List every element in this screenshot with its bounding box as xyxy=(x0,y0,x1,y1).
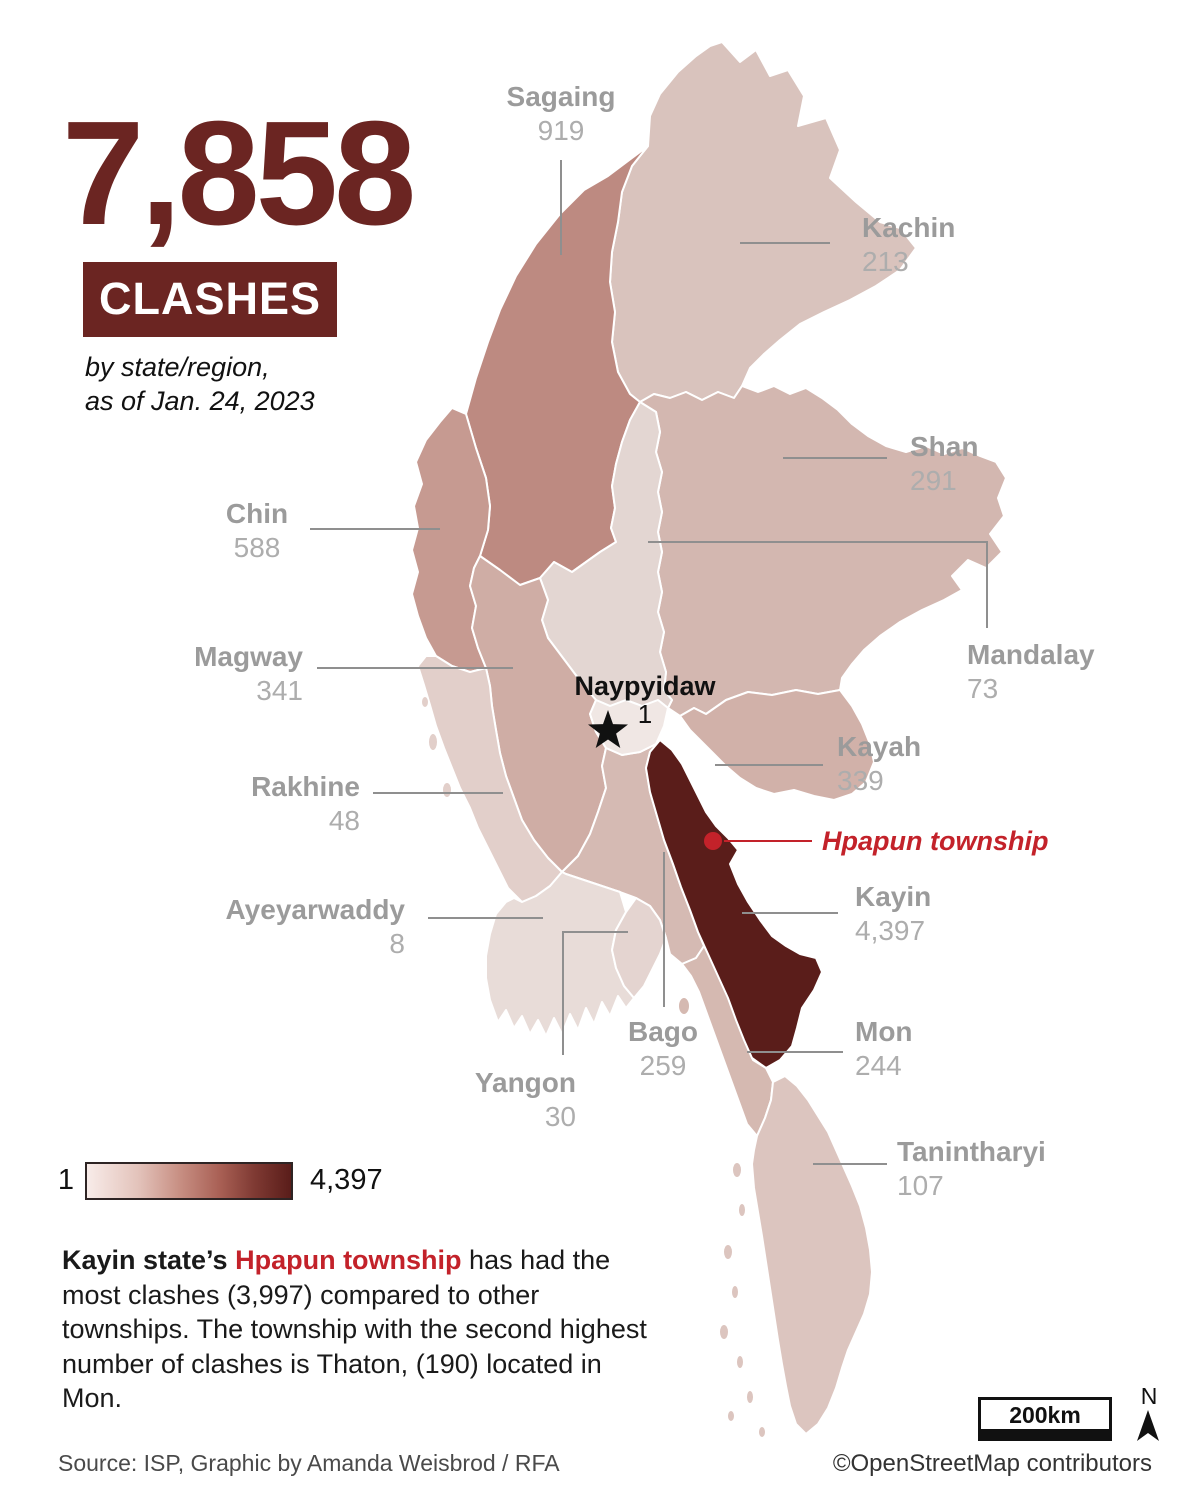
note-paragraph: Kayin state’s Hpapun township has had th… xyxy=(62,1243,652,1416)
region-value-ayeyarwaddy: 8 xyxy=(389,928,405,959)
region-label-sagaing: Sagaing 919 xyxy=(507,80,616,148)
subtitle-line1: by state/region, xyxy=(85,352,270,382)
region-label-mandalay: Mandalay 73 xyxy=(967,638,1095,706)
map-scale-bar: 200km xyxy=(978,1397,1112,1441)
region-value-tanintharyi: 107 xyxy=(897,1170,944,1201)
region-value-kayah: 339 xyxy=(837,765,884,796)
total-clashes-number: 7,858 xyxy=(62,91,416,256)
island-tanintharyi xyxy=(724,1245,732,1259)
region-value-chin: 588 xyxy=(233,532,281,563)
region-label-yangon: Yangon 30 xyxy=(475,1066,576,1134)
region-label-kayah: Kayah 339 xyxy=(837,730,921,798)
legend-min-value: 1 xyxy=(57,1164,74,1196)
region-label-tanintharyi: Tanintharyi 107 xyxy=(897,1135,1046,1203)
region-label-magway: Magway 341 xyxy=(194,640,303,708)
region-name-ayeyarwaddy: Ayeyarwaddy xyxy=(225,894,406,925)
region-shape-ayeyarwaddy xyxy=(485,871,635,1037)
hpapun-annotation-label: Hpapun township xyxy=(822,826,1049,856)
capital-star-icon xyxy=(588,710,628,748)
note-lead: Kayin state’s xyxy=(62,1245,236,1275)
note-highlight: Hpapun township xyxy=(235,1245,462,1275)
region-label-naypyidaw: Naypyidaw 1 xyxy=(574,672,715,728)
region-label-kayin: Kayin 4,397 xyxy=(855,880,931,948)
hpapun-marker-dot xyxy=(704,832,722,850)
region-name-tanintharyi: Tanintharyi xyxy=(897,1136,1046,1167)
island-mon xyxy=(679,998,689,1014)
region-value-magway: 341 xyxy=(256,675,303,706)
clashes-title-badge: CLASHES xyxy=(83,262,338,337)
note-body: has had the most clashes (3,997) compare… xyxy=(62,1245,647,1413)
region-label-rakhine: Rakhine 48 xyxy=(251,770,360,838)
region-value-yangon: 30 xyxy=(544,1101,576,1132)
region-label-chin: Chin 588 xyxy=(226,497,288,565)
region-value-mon: 244 xyxy=(855,1050,902,1081)
region-name-kachin: Kachin xyxy=(862,212,956,243)
region-label-bago: Bago 259 xyxy=(628,1015,698,1083)
north-arrow-label: N xyxy=(1140,1383,1158,1409)
scale-bar-fill xyxy=(978,1432,1112,1441)
region-label-mon: Mon 244 xyxy=(855,1015,913,1083)
region-shape-tanintharyi xyxy=(751,1075,873,1435)
island-tanintharyi xyxy=(759,1427,765,1437)
island-tanintharyi xyxy=(733,1163,741,1177)
region-label-shan: Shan 291 xyxy=(910,430,978,498)
region-name-magway: Magway xyxy=(194,641,303,672)
legend-max-value: 4,397 xyxy=(310,1164,383,1196)
island-rakhine xyxy=(443,783,451,797)
region-shape-naypyidaw xyxy=(589,699,669,756)
region-value-shan: 291 xyxy=(910,465,957,496)
region-value-rakhine: 48 xyxy=(328,805,360,836)
region-value-kachin: 213 xyxy=(862,246,909,277)
region-name-sagaing: Sagaing xyxy=(506,81,616,112)
island-tanintharyi xyxy=(732,1286,738,1298)
region-name-rakhine: Rakhine xyxy=(251,771,360,802)
island-tanintharyi xyxy=(720,1325,728,1339)
scale-bar-label: 200km xyxy=(978,1397,1112,1432)
island-tanintharyi xyxy=(737,1356,743,1368)
region-name-mon: Mon xyxy=(855,1016,913,1047)
region-value-kayin: 4,397 xyxy=(855,915,926,946)
region-shape-kayah xyxy=(679,689,875,801)
subtitle: by state/region, as of Jan. 24, 2023 xyxy=(85,350,315,418)
region-name-kayin: Kayin xyxy=(855,881,932,912)
island-tanintharyi xyxy=(747,1391,753,1403)
region-label-kachin: Kachin 213 xyxy=(862,211,955,279)
legend-gradient-bar xyxy=(85,1162,293,1200)
region-label-ayeyarwaddy: Ayeyarwaddy 8 xyxy=(226,893,406,961)
region-name-chin: Chin xyxy=(225,498,289,529)
source-credit: Source: ISP, Graphic by Amanda Weisbrod … xyxy=(58,1450,560,1476)
island-rakhine xyxy=(422,697,428,707)
region-name-shan: Shan xyxy=(910,431,979,462)
leader-line-mandalay xyxy=(648,541,988,628)
region-name-bago: Bago xyxy=(628,1016,698,1047)
region-shape-rakhine xyxy=(417,655,563,903)
region-name-kayah: Kayah xyxy=(837,731,922,762)
osm-credit: ©OpenStreetMap contributors xyxy=(832,1450,1152,1477)
subtitle-line2: as of Jan. 24, 2023 xyxy=(85,386,315,416)
region-value-mandalay: 73 xyxy=(967,673,999,704)
leader-line-yangon xyxy=(562,931,628,1055)
north-arrow-icon xyxy=(1137,1410,1159,1441)
region-name-mandalay: Mandalay xyxy=(967,639,1095,670)
region-value-naypyidaw: 1 xyxy=(637,699,653,729)
region-name-yangon: Yangon xyxy=(474,1067,576,1098)
island-tanintharyi xyxy=(728,1411,734,1421)
region-value-bago: 259 xyxy=(639,1050,687,1081)
region-shape-kayin xyxy=(645,739,823,1069)
island-rakhine xyxy=(429,734,437,750)
island-tanintharyi xyxy=(739,1204,745,1216)
region-shape-yangon xyxy=(611,897,667,999)
region-value-sagaing: 919 xyxy=(537,115,585,146)
region-name-naypyidaw: Naypyidaw xyxy=(574,671,716,701)
